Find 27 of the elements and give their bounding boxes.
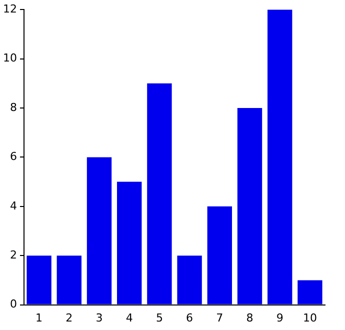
bar: [117, 182, 142, 304]
bar: [177, 256, 202, 304]
x-tick-label: 4: [126, 311, 133, 324]
x-tick-label: 2: [66, 311, 73, 324]
x-tick-label: 3: [96, 311, 103, 324]
y-tick-label: 6: [10, 150, 17, 164]
y-tick-label: 4: [10, 199, 17, 212]
bar: [56, 256, 82, 304]
x-tick-label: 1: [36, 311, 43, 324]
bar: [147, 83, 172, 304]
bar: [268, 10, 292, 304]
y-tick-label: 10: [2, 52, 17, 65]
x-tick-label: 6: [186, 311, 194, 324]
bar: [207, 206, 232, 304]
x-tick-label: 8: [246, 311, 254, 324]
y-tick-label: 2: [10, 248, 17, 262]
y-tick-label: 0: [10, 298, 17, 311]
x-tick-label: 10: [302, 311, 317, 324]
bar: [298, 280, 322, 304]
x-tick-label: 7: [216, 311, 224, 324]
x-tick-label: 5: [156, 311, 163, 324]
y-tick-label: 8: [10, 100, 17, 114]
x-tick-label: 9: [276, 311, 284, 324]
y-tick-label: 12: [2, 2, 17, 16]
bar: [26, 256, 52, 304]
bar: [237, 108, 262, 304]
bar: [86, 157, 112, 304]
